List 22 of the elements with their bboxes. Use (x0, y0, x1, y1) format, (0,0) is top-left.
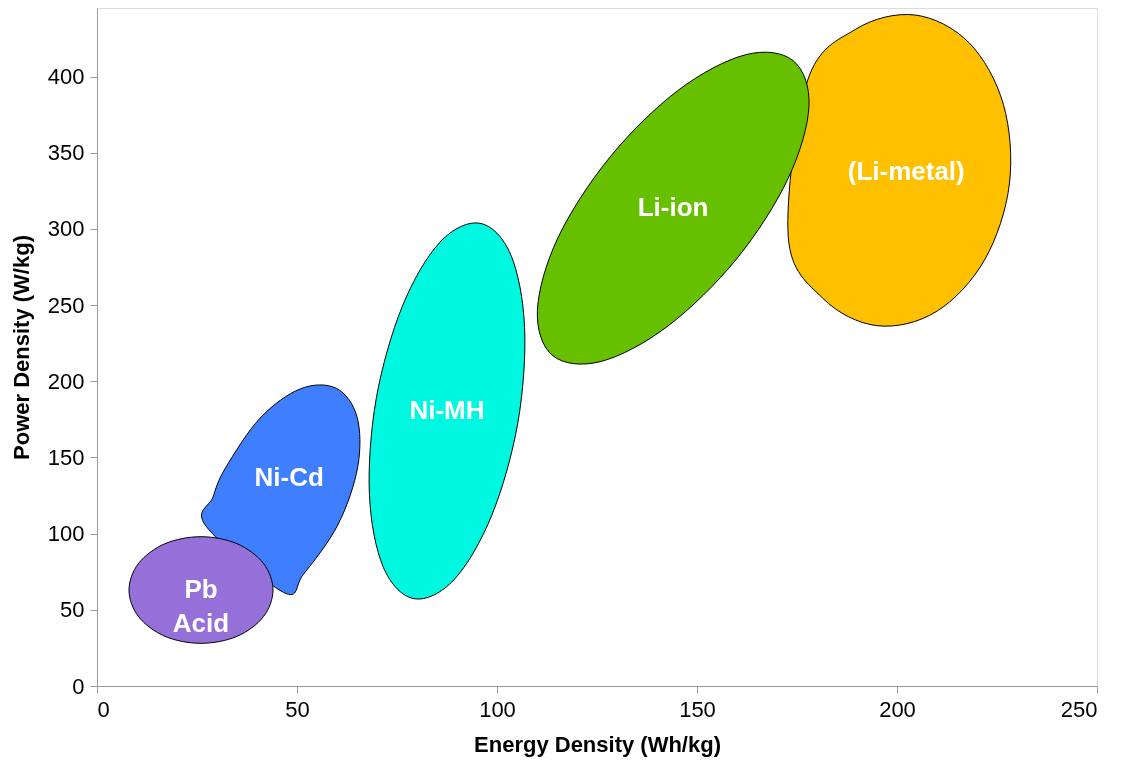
y-tick-label: 350 (47, 140, 85, 166)
y-tick-label: 50 (60, 597, 85, 623)
x-tick-label: 50 (285, 696, 310, 722)
series-label: Ni-MH (409, 394, 485, 425)
y-tick-label: 150 (47, 444, 85, 470)
series-label: Li-ion (637, 192, 709, 223)
x-axis-title: Energy Density (Wh/kg) (474, 731, 721, 757)
x-tick-label: 250 (1060, 696, 1098, 722)
x-tick-label: 100 (479, 696, 516, 722)
y-tick-label: 400 (47, 64, 85, 90)
x-tick-label: 200 (879, 696, 916, 722)
y-tick-label: 100 (47, 521, 85, 547)
x-tick-label: 150 (679, 696, 716, 722)
series-label: Pb Acid (172, 574, 230, 639)
y-axis-title: Power Density (W/kg) (8, 235, 34, 460)
series-label: (Li-metal) (847, 155, 965, 186)
x-tick-label: 0 (97, 696, 110, 722)
y-tick-label: 300 (47, 216, 85, 242)
series-label: Ni-Cd (254, 462, 324, 493)
y-tick-label: 0 (72, 673, 85, 699)
y-tick-label: 200 (47, 368, 85, 394)
y-tick-label: 250 (47, 292, 85, 318)
